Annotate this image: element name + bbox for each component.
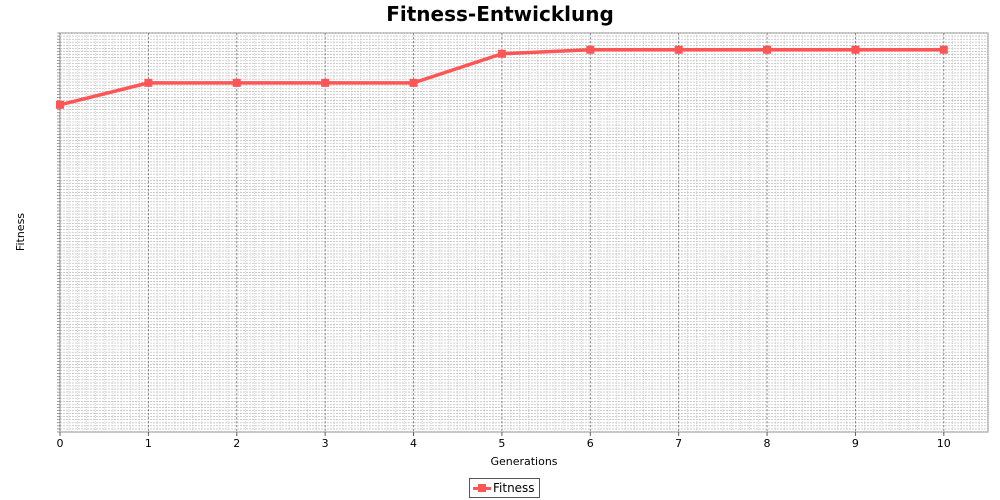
data-point <box>763 45 772 54</box>
x-tick-label: 6 <box>587 437 594 450</box>
y-axis-ticks <box>57 32 60 433</box>
data-point <box>321 78 330 87</box>
data-point <box>939 45 948 54</box>
data-point <box>851 45 860 54</box>
data-point <box>409 78 418 87</box>
x-tick-label: 3 <box>322 437 329 450</box>
data-point <box>144 78 153 87</box>
x-tick-label: 10 <box>937 437 951 450</box>
data-point <box>497 49 506 58</box>
series-fitness <box>56 45 948 109</box>
y-axis-label: Fitness <box>14 213 27 251</box>
x-tick-label: 0 <box>57 437 64 450</box>
x-tick-label: 1 <box>145 437 152 450</box>
x-tick-label: 9 <box>852 437 859 450</box>
chart-title: Fitness-Entwicklung <box>386 2 614 26</box>
x-axis-ticks: 0 1 2 3 4 5 6 7 8 9 10 <box>57 432 951 450</box>
legend-label: Fitness <box>493 481 535 495</box>
data-point <box>586 45 595 54</box>
x-tick-label: 7 <box>675 437 682 450</box>
x-axis-label: Generations <box>490 455 557 468</box>
data-point <box>674 45 683 54</box>
x-tick-label: 8 <box>764 437 771 450</box>
legend-swatch <box>473 483 491 493</box>
legend: Fitness <box>469 478 540 498</box>
x-tick-label: 5 <box>498 437 505 450</box>
data-point <box>232 78 241 87</box>
data-point <box>56 100 64 109</box>
x-tick-label: 2 <box>233 437 240 450</box>
x-tick-label: 4 <box>410 437 417 450</box>
